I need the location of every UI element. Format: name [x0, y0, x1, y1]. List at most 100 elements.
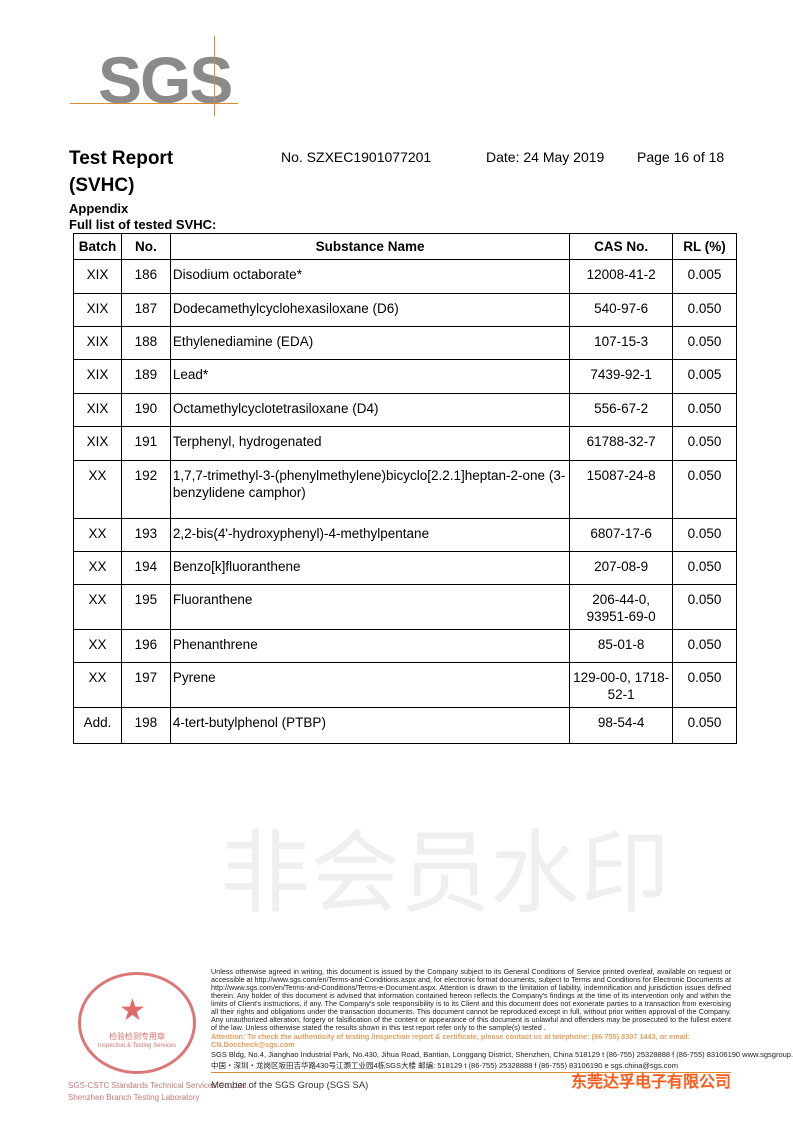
cell-no: 189 — [120, 359, 171, 394]
report-date: Date: 24 May 2019 — [486, 149, 605, 165]
column-header: No. — [120, 233, 171, 260]
cell-no: 187 — [120, 293, 171, 327]
table-row: XX 197 Pyrene 129-00-0, 1718-52-1 0.050 — [73, 662, 737, 708]
address-cn: 中国・深圳・龙岗区坂田吉华路430号江灏工业园4栋SGS大楼 邮编: 51812… — [211, 1061, 678, 1070]
cell-batch: XX — [73, 662, 122, 708]
stamp-cn: 检验检测专用章 — [109, 1032, 165, 1041]
cell-batch: XIX — [73, 326, 122, 360]
svhc-table: Batch No. Substance Name CAS No. RL (%) XIX 1… — [73, 233, 737, 744]
cell-name: Phenanthrene — [169, 629, 571, 663]
cell-batch: Add. — [73, 707, 122, 744]
cell-name: Dodecamethylcyclohexasiloxane (D6) — [169, 293, 571, 327]
table-row: XX 195 Fluoranthene 206-44-0, 93951-69-0 0.0… — [73, 584, 737, 630]
cell-name: Ethylenediamine (EDA) — [169, 326, 571, 360]
cell-name: Terphenyl, hydrogenated — [169, 426, 571, 461]
cell-rl: 0.050 — [672, 707, 737, 744]
cell-rl: 0.050 — [672, 426, 737, 461]
cell-rl: 0.050 — [672, 393, 737, 427]
cell-no: 186 — [120, 259, 171, 294]
stamp-en: Inspection & Testing Services — [97, 1043, 177, 1049]
table-row: Add. 198 4-tert-butylphenol (PTBP) 98-54-4 0… — [73, 707, 737, 744]
column-header: Substance Name — [169, 233, 571, 260]
column-header: CAS No. — [569, 233, 674, 260]
cell-rl: 0.050 — [672, 629, 737, 663]
cell-batch: XX — [73, 518, 122, 552]
cell-rl: 0.050 — [672, 662, 737, 708]
address-en: SGS Bldg, No.4, Jianghao Industrial Park… — [211, 1050, 793, 1059]
cell-rl: 0.005 — [672, 359, 737, 394]
cell-cas: 85-01-8 — [569, 629, 674, 663]
table-row: XIX 186 Disodium octaborate* 12008-41-2 0.00… — [73, 259, 737, 294]
column-header: Batch — [73, 233, 122, 260]
cell-no: 188 — [120, 326, 171, 360]
cell-cas: 540-97-6 — [569, 293, 674, 327]
cell-batch: XIX — [73, 359, 122, 394]
cell-rl: 0.050 — [672, 584, 737, 630]
cell-name: 4-tert-butylphenol (PTBP) — [169, 707, 571, 744]
cell-no: 196 — [120, 629, 171, 663]
cell-no: 195 — [120, 584, 171, 630]
title-line2: (SVHC) — [69, 175, 135, 196]
report-number: No. SZXEC1901077201 — [281, 149, 432, 165]
overlay-company-name: 东莞达孚电子有限公司 — [570, 1074, 731, 1091]
cell-name: Pyrene — [169, 662, 571, 708]
cell-cas: 61788-32-7 — [569, 426, 674, 461]
page-number: Page 16 of 18 — [637, 149, 725, 165]
cell-no: 191 — [120, 426, 171, 461]
logo-divider — [70, 103, 238, 104]
column-header: RL (%) — [672, 233, 737, 260]
table-row: XIX 191 Terphenyl, hydrogenated 61788-32-7 0… — [73, 426, 737, 461]
cell-batch: XX — [73, 460, 122, 519]
table-row: XIX 189 Lead* 7439-92-1 0.005 — [73, 359, 737, 394]
cell-rl: 0.050 — [672, 551, 737, 585]
table-caption: Full list of tested SVHC: — [69, 217, 217, 232]
table-row: XX 192 1,7,7-trimethyl-3-(phenylmethylene)… — [73, 460, 737, 519]
address-block: SGS Bldg, No.4, Jianghao Industrial Park… — [211, 1049, 793, 1073]
authenticity-notice: Attention: To check the authenticity of … — [211, 1032, 691, 1049]
table-header: Batch No. Substance Name CAS No. RL (%) — [73, 233, 737, 260]
table-row: XIX 190 Octamethylcyclotetrasiloxane (D4) 5… — [73, 393, 737, 427]
cell-cas: 7439-92-1 — [569, 359, 674, 394]
cell-batch: XX — [73, 629, 122, 663]
table-row: XX 196 Phenanthrene 85-01-8 0.050 — [73, 629, 737, 663]
lab-name-line2: Shenzhen Branch Testing Laboratory — [68, 1093, 200, 1102]
cell-batch: XIX — [73, 259, 122, 294]
cell-cas: 207-08-9 — [569, 551, 674, 585]
cell-cas: 98-54-4 — [569, 707, 674, 744]
cell-rl: 0.050 — [672, 326, 737, 360]
watermark: 非会员水印 — [220, 824, 670, 924]
cell-batch: XX — [73, 551, 122, 585]
lab-name-line1: SGS-CSTC Standards Technical Services Co… — [68, 1081, 249, 1090]
cell-no: 198 — [120, 707, 171, 744]
cell-rl: 0.005 — [672, 259, 737, 294]
footer: Unless otherwise agreed in writing, this… — [211, 967, 793, 1092]
cell-name: 2,2-bis(4'-hydroxyphenyl)-4-methylpentan… — [169, 518, 571, 552]
cell-no: 193 — [120, 518, 171, 552]
disclaimer: Unless otherwise agreed in writing, this… — [211, 967, 731, 1032]
cell-cas: 206-44-0, 93951-69-0 — [569, 584, 674, 630]
report-title: Test Report (SVHC) — [69, 145, 173, 199]
cell-no: 194 — [120, 551, 171, 585]
cell-cas: 556-67-2 — [569, 393, 674, 427]
cell-batch: XX — [73, 584, 122, 630]
cell-no: 192 — [120, 460, 171, 519]
sgs-logo: SGS — [70, 36, 238, 117]
star-icon: ★ — [119, 994, 146, 1027]
cell-cas: 6807-17-6 — [569, 518, 674, 552]
cell-name: 1,7,7-trimethyl-3-(phenylmethylene)bicyc… — [169, 460, 571, 519]
footer-bottom-row: Member of the SGS Group (SGS SA) 东莞达孚电子有… — [211, 1074, 731, 1092]
member-note: Member of the SGS Group (SGS SA) — [211, 1080, 369, 1091]
cell-cas: 107-15-3 — [569, 326, 674, 360]
logo-text: SGS — [98, 43, 233, 117]
cell-name: Lead* — [169, 359, 571, 394]
cell-name: Fluoranthene — [169, 584, 571, 630]
cell-cas: 15087-24-8 — [569, 460, 674, 519]
table-row: XX 193 2,2-bis(4'-hydroxyphenyl)-4-methylp… — [73, 518, 737, 552]
cell-batch: XIX — [73, 426, 122, 461]
cell-name: Disodium octaborate* — [169, 259, 571, 294]
section-heading: Appendix Full list of tested SVHC: — [69, 201, 216, 233]
cell-rl: 0.050 — [672, 293, 737, 327]
cell-batch: XIX — [73, 393, 122, 427]
cell-rl: 0.050 — [672, 518, 737, 552]
cell-batch: XIX — [73, 293, 122, 327]
